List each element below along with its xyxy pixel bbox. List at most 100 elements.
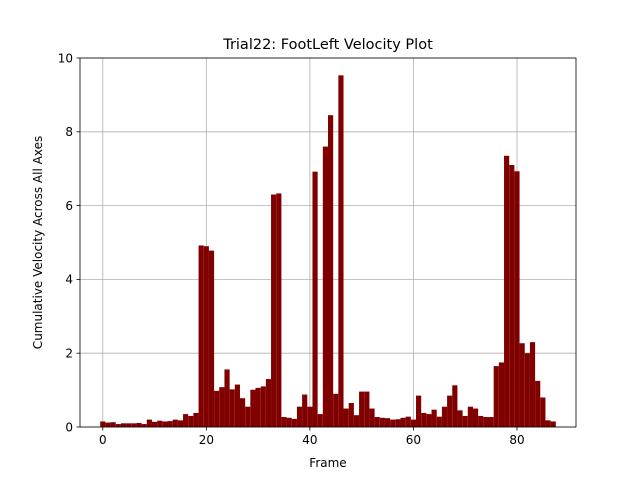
bar (410, 419, 417, 427)
bar (208, 250, 215, 427)
bar (183, 414, 189, 427)
bar (312, 171, 318, 427)
bar (488, 417, 494, 427)
bar (374, 417, 380, 427)
bar (540, 397, 546, 427)
bar (462, 415, 468, 427)
bar (535, 380, 541, 427)
bar (390, 419, 396, 427)
bar (120, 423, 127, 427)
bar (333, 393, 339, 427)
bar (436, 416, 442, 427)
y-axis-ticks: 0 2 4 6 8 10 (58, 51, 80, 434)
bar (281, 417, 287, 427)
bar (395, 419, 401, 427)
x-tick-label: 60 (406, 433, 421, 447)
bar (255, 387, 261, 427)
x-tick-label: 40 (302, 433, 317, 447)
bar (400, 417, 406, 427)
bar (498, 362, 505, 427)
bar (545, 420, 551, 427)
bar (126, 423, 132, 427)
bar (100, 421, 106, 427)
bar (348, 403, 354, 427)
bar (110, 422, 116, 427)
bar (286, 417, 292, 427)
bar (452, 385, 458, 427)
bar (426, 414, 432, 427)
bar (379, 417, 385, 427)
bar (296, 406, 303, 427)
bar (338, 75, 344, 427)
bar (157, 420, 163, 427)
bar (115, 424, 121, 427)
x-tick-label: 0 (99, 433, 107, 447)
bar (483, 417, 489, 427)
y-axis-label: Cumulative Velocity Across All Axes (31, 136, 45, 349)
bar (343, 408, 349, 427)
bar (447, 395, 453, 427)
bar (271, 194, 277, 427)
bar (322, 146, 328, 427)
bar (167, 421, 173, 427)
bar (472, 408, 479, 427)
x-tick-label: 80 (509, 433, 524, 447)
bar (193, 412, 199, 427)
bar (151, 421, 158, 427)
bars-group (100, 75, 556, 427)
bar (359, 391, 365, 427)
x-axis-ticks: 0 20 40 60 80 (99, 427, 525, 447)
x-axis-label: Frame (309, 456, 346, 470)
bar (146, 419, 152, 427)
bar (302, 394, 308, 427)
bar (519, 343, 525, 427)
bar (353, 415, 360, 427)
bar (188, 415, 194, 427)
bar (441, 406, 448, 427)
y-tick-label: 8 (65, 125, 73, 139)
bar (239, 398, 246, 427)
bar (214, 390, 220, 427)
bar (328, 115, 334, 427)
bar (141, 424, 147, 427)
y-tick-label: 4 (65, 273, 73, 287)
y-tick-label: 2 (65, 347, 73, 361)
bar (529, 342, 536, 427)
y-tick-label: 10 (58, 51, 73, 65)
bar (245, 406, 251, 427)
bar (317, 414, 323, 427)
bar (177, 420, 184, 427)
bar (276, 193, 282, 427)
bar (203, 246, 209, 427)
bar (514, 171, 520, 427)
bar (291, 418, 297, 427)
bar (384, 418, 391, 427)
bar (524, 353, 530, 427)
bar (369, 408, 375, 427)
bar (265, 379, 272, 427)
bar (229, 389, 235, 427)
chart-title: Trial22: FootLeft Velocity Plot (222, 37, 433, 53)
bar (172, 419, 178, 427)
bar (504, 155, 510, 427)
bar (550, 421, 556, 427)
bar (307, 406, 313, 427)
bar (457, 410, 463, 427)
bar (509, 165, 515, 427)
bar (260, 386, 266, 427)
bar (467, 406, 473, 427)
bar (405, 416, 411, 427)
bar (131, 423, 137, 427)
bar (493, 366, 499, 427)
bar (431, 409, 437, 427)
y-tick-label: 6 (65, 199, 73, 213)
bar (219, 387, 225, 427)
x-tick-label: 20 (199, 433, 214, 447)
bar (364, 391, 370, 427)
bar (105, 422, 111, 427)
bar (250, 389, 256, 427)
bar (234, 384, 240, 427)
bar (421, 412, 427, 427)
bar (136, 422, 142, 427)
bar (478, 415, 484, 427)
